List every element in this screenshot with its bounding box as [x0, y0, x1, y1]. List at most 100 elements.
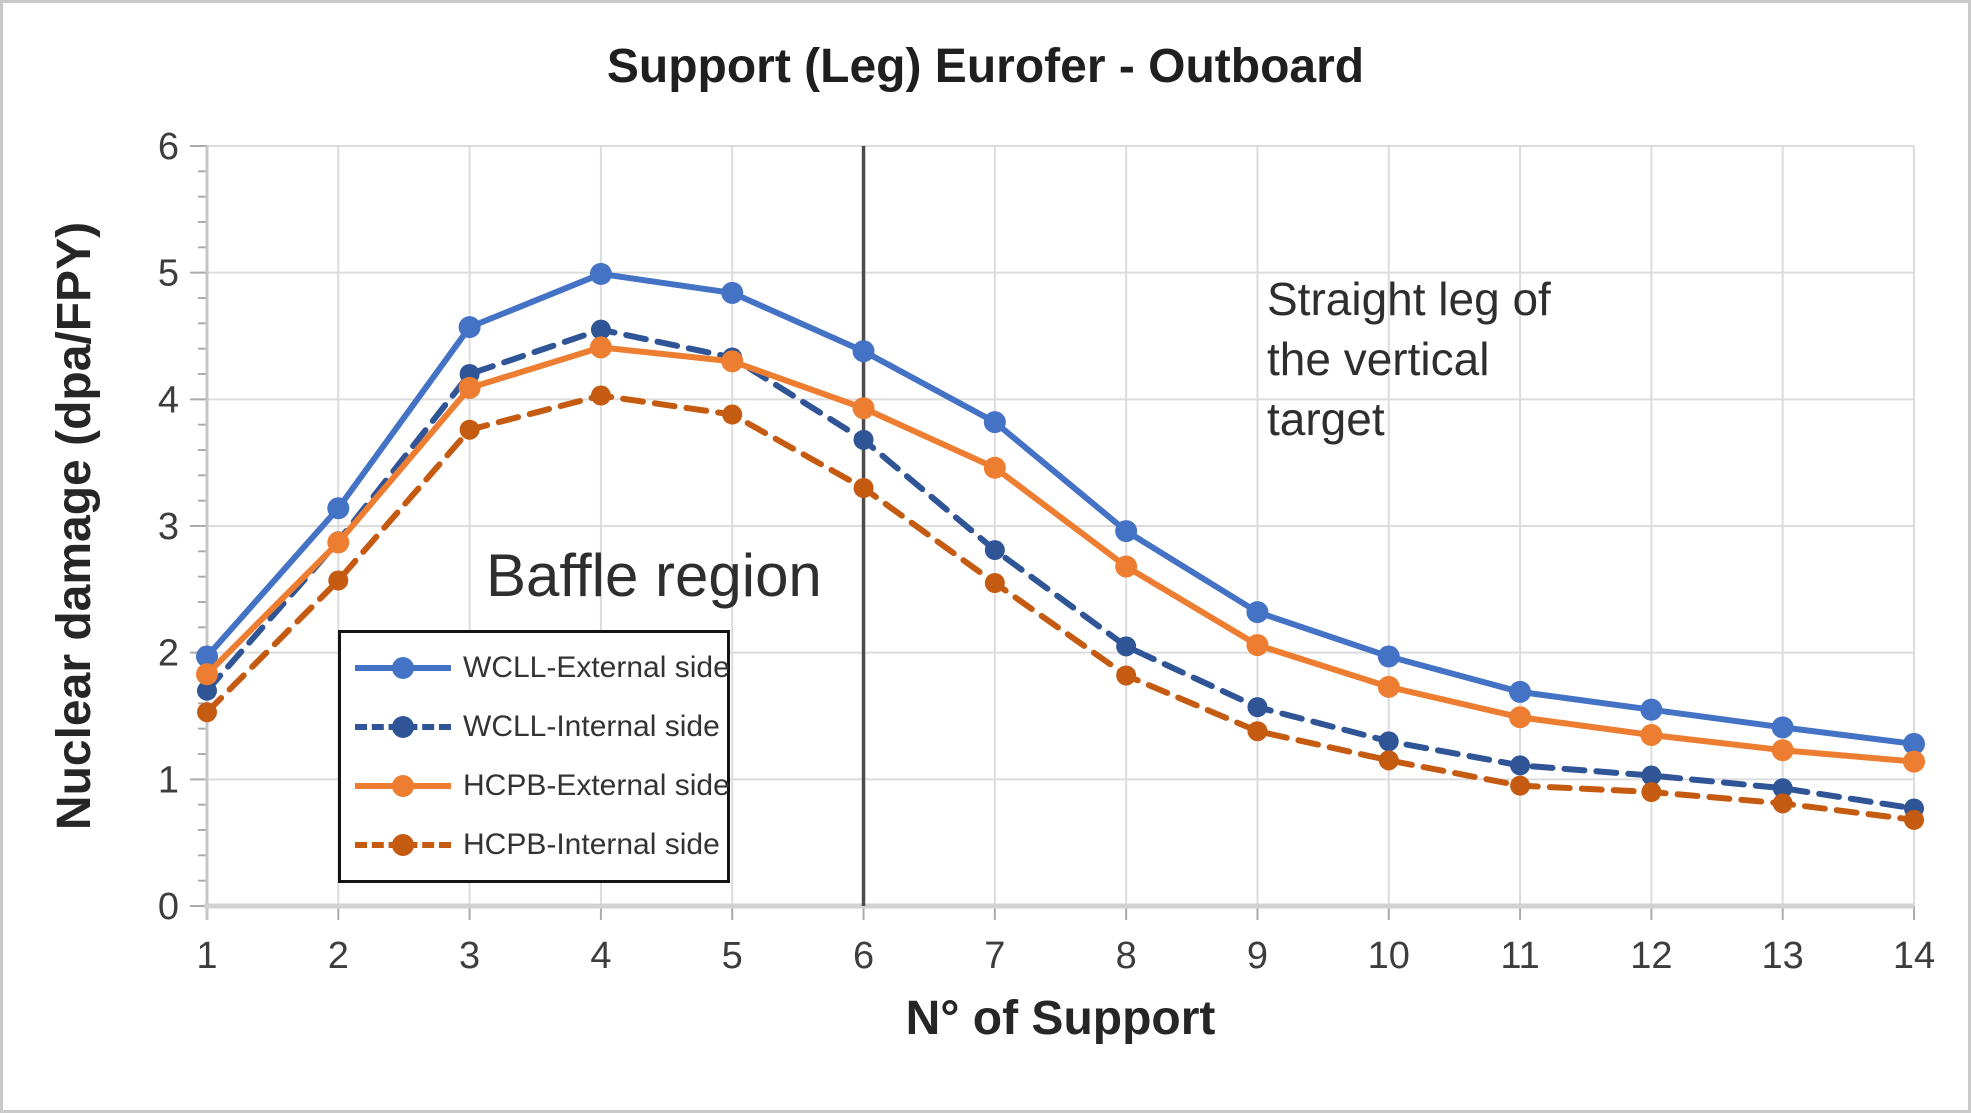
x-tick-label: 2: [328, 935, 349, 977]
data-point-hcpb-internal-side: [197, 702, 217, 723]
data-point-wcll-external-side: [1115, 520, 1138, 543]
data-point-hcpb-external-side: [327, 531, 350, 554]
x-tick-label: 12: [1630, 935, 1672, 977]
data-point-wcll-internal-side: [1247, 697, 1268, 718]
series-line-wcll-internal-side: [204, 326, 1917, 812]
data-point-wcll-external-side: [327, 497, 350, 520]
straight-leg-line-3: target: [1267, 393, 1385, 445]
data-point-hcpb-internal-side: [1641, 782, 1662, 802]
data-point-hcpb-internal-side: [328, 570, 349, 591]
y-tick-label: 5: [158, 253, 179, 295]
data-point-hcpb-external-side: [1246, 634, 1269, 657]
x-tick-label: 1: [196, 935, 217, 977]
straight-leg-line-2: the vertical: [1267, 333, 1490, 385]
data-point-hcpb-external-side: [1377, 675, 1400, 698]
x-tick-label: 9: [1247, 935, 1268, 977]
x-tick-label: 11: [1500, 935, 1539, 977]
y-tick-label: 1: [158, 759, 179, 801]
data-point-wcll-external-side: [1377, 645, 1400, 668]
data-point-hcpb-internal-side: [984, 573, 1005, 593]
data-point-wcll-external-side: [1246, 601, 1269, 624]
x-tick-label: 7: [984, 935, 1005, 977]
data-point-wcll-internal-side: [984, 540, 1005, 561]
data-point-wcll-external-side: [1771, 716, 1794, 739]
data-point-wcll-external-side: [1903, 732, 1925, 755]
legend-item-wcll-internal: WCLL-Internal side: [355, 710, 721, 744]
data-point-wcll-internal-side: [590, 319, 611, 340]
data-point-hcpb-internal-side: [459, 419, 480, 440]
data-point-hcpb-internal-side: [1247, 721, 1268, 742]
data-point-wcll-external-side: [721, 281, 744, 304]
x-tick-label: 6: [853, 935, 874, 977]
legend-label: WCLL-Internal side: [463, 710, 720, 744]
x-tick-label: 3: [459, 935, 480, 977]
data-point-hcpb-external-side: [458, 376, 481, 399]
x-tick-label: 4: [590, 935, 611, 977]
y-tick-label: 0: [158, 886, 179, 928]
y-axis-title: Nuclear damage (dpa/FPY): [48, 221, 101, 831]
legend-label: HCPB-Internal side: [463, 827, 720, 861]
straight-leg-line-1: Straight leg of: [1267, 273, 1551, 325]
data-point-wcll-internal-side: [853, 429, 874, 450]
data-point-hcpb-external-side: [852, 397, 875, 420]
data-point-hcpb-external-side: [1903, 750, 1925, 773]
y-tick-label: 2: [158, 633, 179, 675]
data-point-hcpb-internal-side: [1904, 809, 1924, 830]
baffle-region-annotation: Baffle region: [486, 542, 822, 609]
data-point-wcll-external-side: [852, 340, 875, 363]
x-tick-label: 8: [1116, 935, 1137, 977]
data-point-wcll-internal-side: [1641, 765, 1662, 786]
data-point-wcll-external-side: [458, 316, 481, 339]
legend-item-hcpb-internal: HCPB-Internal side: [355, 828, 721, 862]
data-point-hcpb-external-side: [1509, 706, 1532, 729]
series-line-hcpb-external-side: [204, 344, 1917, 765]
data-point-wcll-external-side: [589, 262, 612, 285]
x-tick-label: 5: [722, 935, 743, 977]
data-point-hcpb-external-side: [1771, 739, 1794, 762]
straight-leg-annotation: Straight leg of the vertical target: [1267, 269, 1551, 449]
hcpb-external-swatch-icon: [355, 773, 451, 799]
data-point-hcpb-external-side: [196, 663, 218, 686]
y-tick-label: 4: [158, 379, 179, 421]
data-point-hcpb-external-side: [983, 456, 1006, 479]
data-point-wcll-external-side: [1509, 680, 1532, 703]
series-line-wcll-external-side: [204, 270, 1917, 747]
data-point-wcll-internal-side: [1510, 755, 1531, 776]
data-point-hcpb-internal-side: [1116, 665, 1137, 686]
x-tick-label: 13: [1762, 935, 1804, 977]
x-axis-title: N° of Support: [905, 992, 1216, 1045]
data-point-wcll-internal-side: [1116, 636, 1137, 657]
data-point-hcpb-internal-side: [1772, 793, 1793, 814]
data-point-wcll-external-side: [1640, 698, 1663, 721]
data-point-hcpb-external-side: [589, 336, 612, 359]
hcpb-internal-swatch-icon: [355, 832, 451, 858]
data-point-hcpb-external-side: [721, 350, 744, 373]
data-point-hcpb-external-side: [1115, 555, 1138, 578]
wcll-internal-swatch-icon: [355, 714, 451, 740]
data-point-hcpb-internal-side: [590, 385, 611, 406]
data-point-hcpb-internal-side: [722, 404, 743, 425]
x-tick-label: 10: [1368, 935, 1410, 977]
legend-item-wcll-external: WCLL-External side: [355, 651, 730, 685]
data-point-wcll-internal-side: [197, 680, 217, 701]
legend-item-hcpb-external: HCPB-External side: [355, 769, 730, 803]
wcll-external-swatch-icon: [355, 655, 451, 681]
data-point-hcpb-internal-side: [853, 478, 874, 498]
data-point-wcll-internal-side: [1378, 731, 1399, 752]
chart-title: Support (Leg) Eurofer - Outboard: [606, 40, 1365, 93]
legend: WCLL-External side WCLL-Internal side HC…: [338, 630, 730, 883]
x-tick-label: 14: [1893, 935, 1935, 977]
data-point-hcpb-internal-side: [1378, 750, 1399, 771]
legend-label: HCPB-External side: [463, 768, 730, 802]
y-tick-label: 6: [158, 126, 179, 168]
legend-label: WCLL-External side: [463, 651, 730, 685]
series-line-hcpb-internal-side: [204, 392, 1917, 823]
data-point-wcll-external-side: [196, 645, 218, 668]
y-tick-label: 3: [158, 506, 179, 548]
data-point-hcpb-external-side: [1640, 724, 1663, 746]
data-point-wcll-external-side: [983, 411, 1006, 434]
data-point-hcpb-internal-side: [1510, 775, 1531, 796]
data-point-wcll-internal-side: [1772, 778, 1793, 799]
